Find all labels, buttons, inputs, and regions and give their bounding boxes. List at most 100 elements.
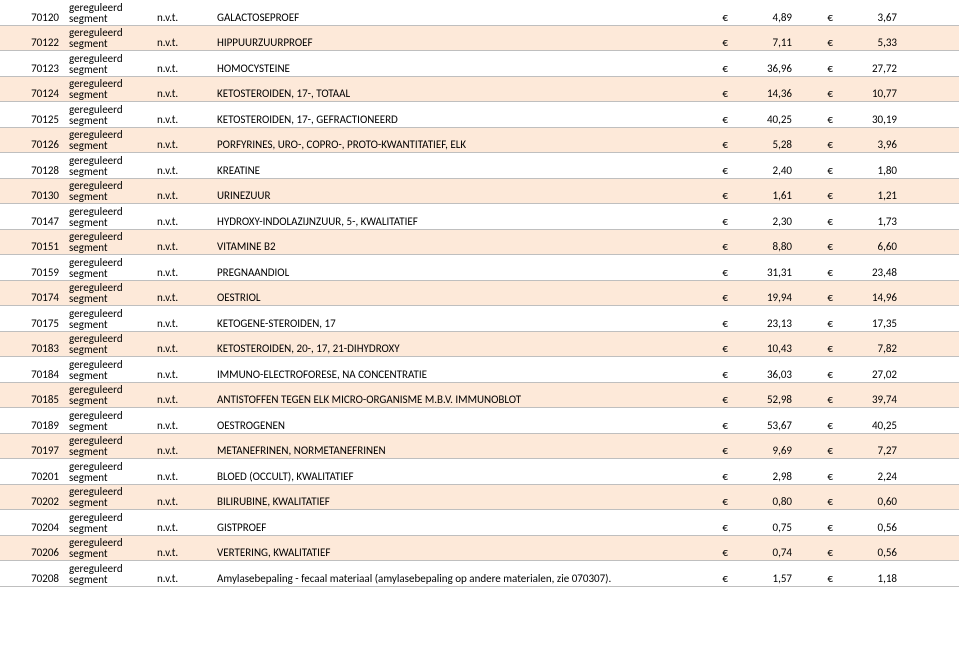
currency-symbol: € xyxy=(695,214,730,229)
code-cell: 70202 xyxy=(0,494,65,509)
segment-cell: gereguleerdsegment xyxy=(65,358,155,382)
value2-cell: 30,19 xyxy=(835,112,905,127)
currency-symbol: € xyxy=(695,61,730,76)
value1-cell: 53,67 xyxy=(730,418,800,433)
code-cell: 70128 xyxy=(0,163,65,178)
currency-symbol: € xyxy=(695,316,730,331)
value1-cell: 19,94 xyxy=(730,290,800,305)
value2-cell: 39,74 xyxy=(835,392,905,407)
value2-cell: 1,80 xyxy=(835,163,905,178)
value2-cell: 7,82 xyxy=(835,341,905,356)
segment-cell: gereguleerdsegment xyxy=(65,205,155,229)
code-cell: 70204 xyxy=(0,520,65,535)
table-row: 70174gereguleerdsegmentn.v.t.OESTRIOL€19… xyxy=(0,281,959,307)
segment-cell: gereguleerdsegment xyxy=(65,1,155,25)
segment-label-bottom: segment xyxy=(69,191,153,202)
value2-cell: 10,77 xyxy=(835,86,905,101)
code-cell: 70197 xyxy=(0,443,65,458)
description-cell: IMMUNO-ELECTROFORESE, NA CONCENTRATIE xyxy=(215,367,695,382)
table-row: 70130gereguleerdsegmentn.v.t.URINEZUUR€1… xyxy=(0,179,959,205)
code-cell: 70175 xyxy=(0,316,65,331)
table-row: 70184gereguleerdsegmentn.v.t.IMMUNO-ELEC… xyxy=(0,357,959,383)
currency-symbol: € xyxy=(695,469,730,484)
segment-label-top: gereguleerd xyxy=(69,53,153,64)
table-row: 70120gereguleerdsegmentn.v.t.GALACTOSEPR… xyxy=(0,0,959,26)
segment-cell: gereguleerdsegment xyxy=(65,154,155,178)
currency-symbol: € xyxy=(800,341,835,356)
currency-symbol: € xyxy=(800,10,835,25)
segment-cell: gereguleerdsegment xyxy=(65,562,155,586)
code-cell: 70123 xyxy=(0,61,65,76)
currency-symbol: € xyxy=(695,545,730,560)
segment-label-bottom: segment xyxy=(69,523,153,534)
table-row: 70175gereguleerdsegmentn.v.t.KETOGENE-ST… xyxy=(0,306,959,332)
value1-cell: 5,28 xyxy=(730,137,800,152)
segment-label-bottom: segment xyxy=(69,421,153,432)
table-row: 70124gereguleerdsegmentn.v.t.KETOSTEROID… xyxy=(0,77,959,103)
code-cell: 70147 xyxy=(0,214,65,229)
segment-cell: gereguleerdsegment xyxy=(65,77,155,101)
segment-label-bottom: segment xyxy=(69,370,153,381)
nvt-cell: n.v.t. xyxy=(155,469,215,484)
value2-cell: 3,96 xyxy=(835,137,905,152)
segment-cell: gereguleerdsegment xyxy=(65,281,155,305)
table-row: 70151gereguleerdsegmentn.v.t.VITAMINE B2… xyxy=(0,230,959,256)
description-cell: KETOSTEROIDEN, 17-, GEFRACTIONEERD xyxy=(215,112,695,127)
value2-cell: 5,33 xyxy=(835,35,905,50)
segment-label-bottom: segment xyxy=(69,140,153,151)
nvt-cell: n.v.t. xyxy=(155,10,215,25)
value2-cell: 0,56 xyxy=(835,520,905,535)
segment-label-top: gereguleerd xyxy=(69,206,153,217)
table-row: 70208gereguleerdsegmentn.v.t.Amylasebepa… xyxy=(0,561,959,587)
value1-cell: 0,80 xyxy=(730,494,800,509)
segment-label-top: gereguleerd xyxy=(69,104,153,115)
segment-label-top: gereguleerd xyxy=(69,257,153,268)
nvt-cell: n.v.t. xyxy=(155,86,215,101)
currency-symbol: € xyxy=(695,112,730,127)
segment-label-bottom: segment xyxy=(69,166,153,177)
segment-label-bottom: segment xyxy=(69,574,153,585)
description-cell: KETOGENE-STEROIDEN, 17 xyxy=(215,316,695,331)
code-cell: 70208 xyxy=(0,571,65,586)
segment-cell: gereguleerdsegment xyxy=(65,307,155,331)
segment-label-bottom: segment xyxy=(69,242,153,253)
segment-cell: gereguleerdsegment xyxy=(65,128,155,152)
nvt-cell: n.v.t. xyxy=(155,520,215,535)
segment-label-bottom: segment xyxy=(69,497,153,508)
segment-cell: gereguleerdsegment xyxy=(65,26,155,50)
value2-cell: 17,35 xyxy=(835,316,905,331)
description-cell: Amylasebepaling - fecaal materiaal (amyl… xyxy=(215,571,695,586)
currency-symbol: € xyxy=(800,35,835,50)
nvt-cell: n.v.t. xyxy=(155,367,215,382)
currency-symbol: € xyxy=(800,494,835,509)
table-row: 70189gereguleerdsegmentn.v.t.OESTROGENEN… xyxy=(0,408,959,434)
segment-label-bottom: segment xyxy=(69,13,153,24)
description-cell: PREGNAANDIOL xyxy=(215,265,695,280)
table-row: 70201gereguleerdsegmentn.v.t.BLOED (OCCU… xyxy=(0,459,959,485)
segment-label-top: gereguleerd xyxy=(69,2,153,13)
nvt-cell: n.v.t. xyxy=(155,61,215,76)
table-row: 70123gereguleerdsegmentn.v.t.HOMOCYSTEIN… xyxy=(0,51,959,77)
nvt-cell: n.v.t. xyxy=(155,545,215,560)
nvt-cell: n.v.t. xyxy=(155,137,215,152)
value1-cell: 1,61 xyxy=(730,188,800,203)
value2-cell: 2,24 xyxy=(835,469,905,484)
segment-label-bottom: segment xyxy=(69,268,153,279)
currency-symbol: € xyxy=(695,290,730,305)
value1-cell: 0,75 xyxy=(730,520,800,535)
segment-label-top: gereguleerd xyxy=(69,359,153,370)
segment-label-bottom: segment xyxy=(69,64,153,75)
value2-cell: 23,48 xyxy=(835,265,905,280)
nvt-cell: n.v.t. xyxy=(155,163,215,178)
currency-symbol: € xyxy=(800,112,835,127)
currency-symbol: € xyxy=(800,239,835,254)
currency-symbol: € xyxy=(800,188,835,203)
segment-cell: gereguleerdsegment xyxy=(65,230,155,254)
currency-symbol: € xyxy=(800,265,835,280)
segment-cell: gereguleerdsegment xyxy=(65,409,155,433)
segment-cell: gereguleerdsegment xyxy=(65,511,155,535)
nvt-cell: n.v.t. xyxy=(155,494,215,509)
segment-label-top: gereguleerd xyxy=(69,563,153,574)
currency-symbol: € xyxy=(800,443,835,458)
currency-symbol: € xyxy=(695,341,730,356)
